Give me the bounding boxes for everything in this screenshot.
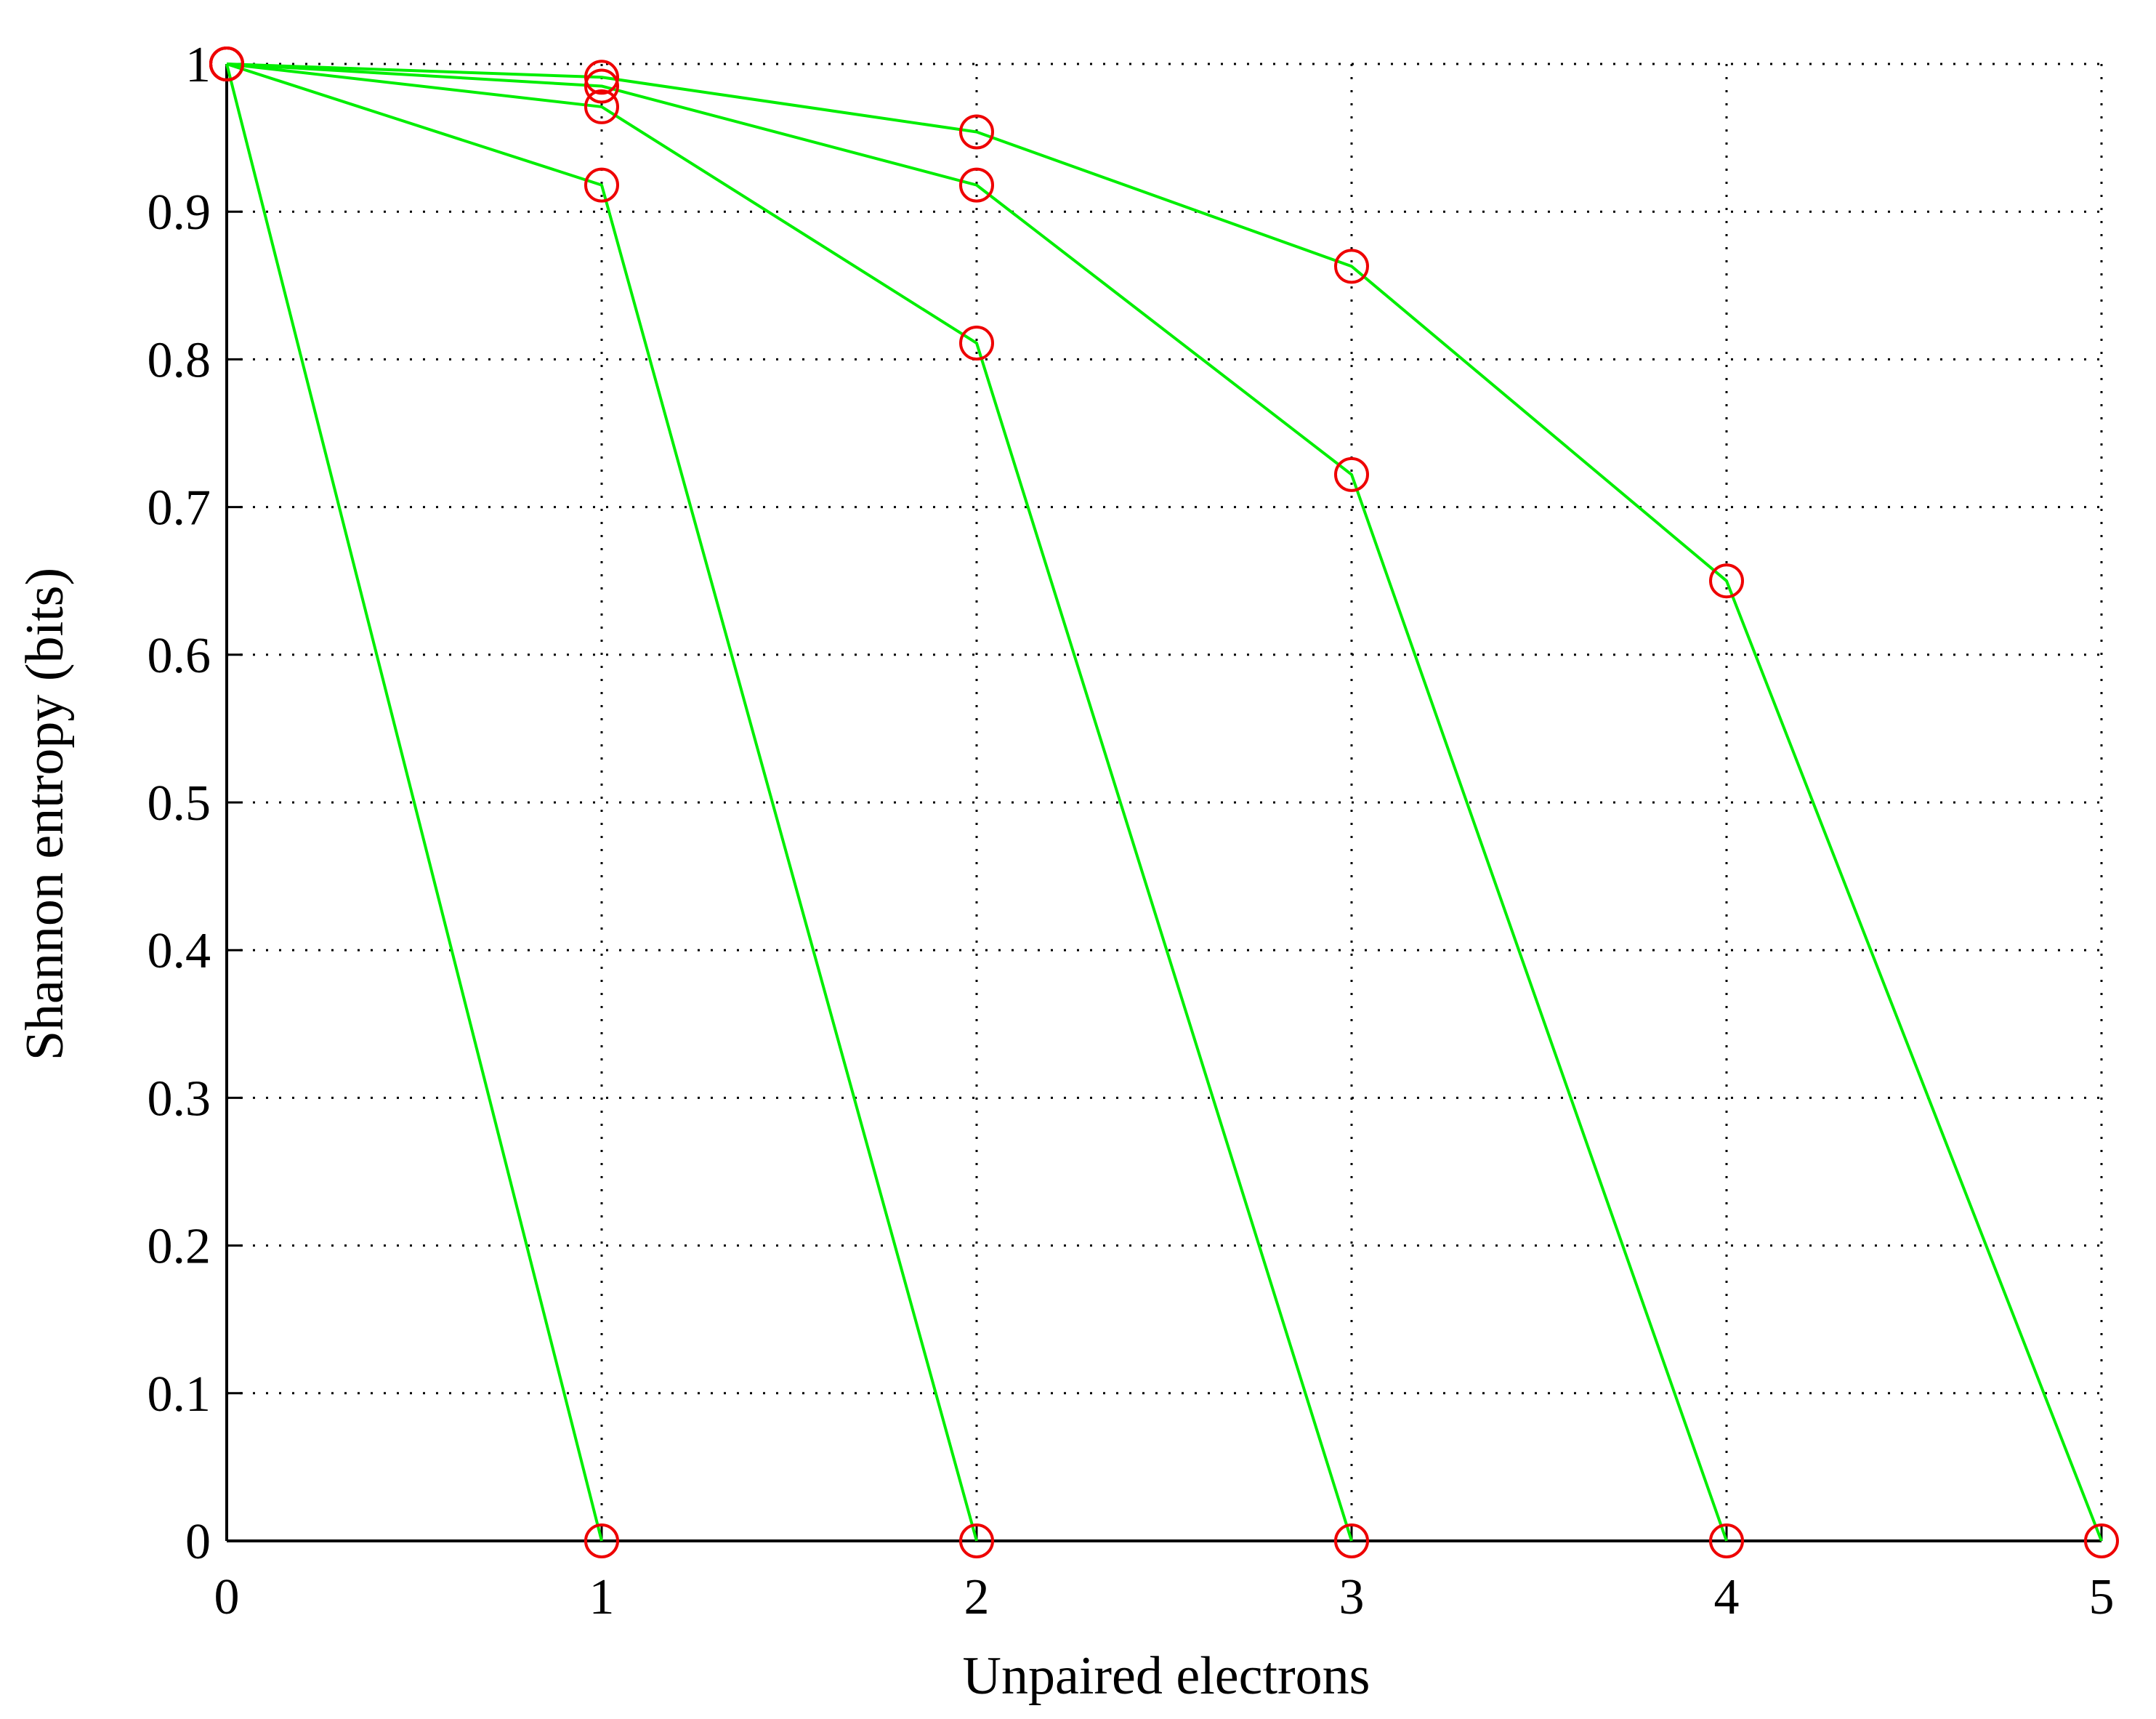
data-point-marker <box>1709 1523 1744 1558</box>
series-lines <box>225 63 2103 1542</box>
y-tick-label: 0.9 <box>148 185 211 241</box>
y-tick-label: 0.5 <box>148 776 211 832</box>
data-point-marker <box>1709 563 1744 599</box>
series-line <box>226 63 1728 1542</box>
data-point-marker <box>1334 249 1369 284</box>
x-tick-label: 0 <box>214 1569 240 1625</box>
y-tick-label: 0.8 <box>148 332 211 388</box>
data-point-marker <box>584 1523 619 1558</box>
y-tick-label: 0.1 <box>148 1366 211 1422</box>
axes <box>225 63 2103 1542</box>
series-line <box>226 63 1353 1542</box>
y-tick-label: 0 <box>185 1514 211 1570</box>
grid-lines <box>227 63 2103 1541</box>
x-tick-label: 4 <box>1714 1569 1740 1625</box>
series-line <box>226 63 978 1542</box>
data-point-marker <box>959 1523 994 1558</box>
y-tick-label: 0.2 <box>148 1219 211 1275</box>
data-point-marker <box>2084 1523 2119 1558</box>
x-tick-label: 3 <box>1339 1569 1365 1625</box>
data-point-marker <box>209 47 244 81</box>
y-axis-label: Shannon entropy (bits) <box>15 568 75 1060</box>
data-point-marker <box>584 68 619 104</box>
data-markers <box>209 47 2119 1558</box>
y-tick-label: 0.3 <box>148 1071 211 1127</box>
data-point-marker <box>584 167 619 203</box>
series-line <box>226 63 2103 1542</box>
data-point-marker <box>1334 456 1369 492</box>
data-point-marker <box>1334 1523 1369 1558</box>
data-point-marker <box>959 114 994 150</box>
y-tick-label: 0.4 <box>148 923 211 979</box>
x-axis-label: Unpaired electrons <box>963 1646 1370 1706</box>
y-tick-label: 0.6 <box>148 628 211 684</box>
data-point-marker <box>584 89 619 124</box>
x-tick-label: 1 <box>589 1569 615 1625</box>
series-line <box>225 63 603 1542</box>
tick-labels: 0 1 2 3 4 5 0 0.1 0.2 0.3 0.4 0.5 0.6 0.7 0.8 0.9 1 <box>148 37 2115 1625</box>
y-tick-label: 0.7 <box>148 480 211 536</box>
x-tick-label: 5 <box>2089 1569 2115 1625</box>
y-tick-label: 1 <box>185 37 211 93</box>
data-point-marker <box>584 60 619 95</box>
data-point-marker <box>959 167 994 203</box>
x-tick-label: 2 <box>964 1569 990 1625</box>
data-point-marker <box>959 326 994 361</box>
